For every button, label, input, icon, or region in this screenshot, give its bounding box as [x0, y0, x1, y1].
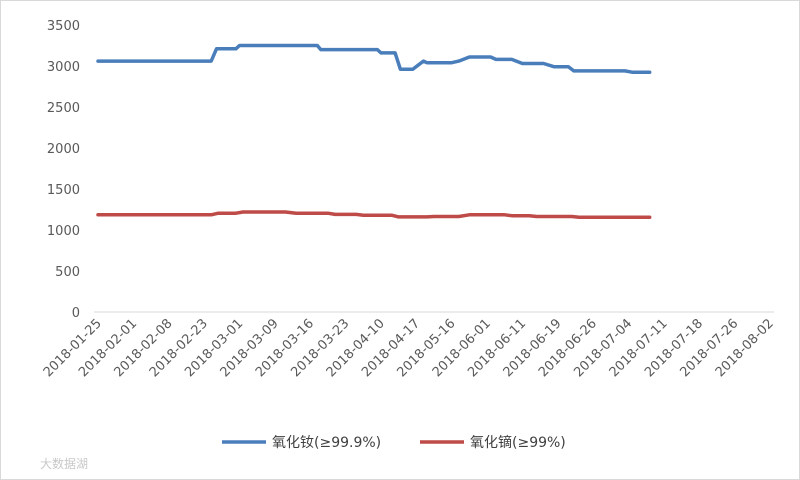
series-lines: [96, 43, 652, 220]
series-line-2: [96, 210, 652, 220]
y-tick-label: 500: [55, 265, 80, 280]
y-axis-tick-labels: 0 500 1000 1500 2000 2500 3000 3500: [47, 19, 80, 321]
legend: 氧化钕(≥99.9%) 氧化镝(≥99%): [222, 434, 566, 451]
watermark-logo-text: 大数据湖: [40, 456, 88, 471]
y-tick-label: 3000: [47, 60, 80, 75]
y-tick-label: 1500: [47, 183, 80, 198]
y-tick-label: 3500: [47, 19, 80, 34]
legend-label-2: 氧化镝(≥99%): [470, 434, 566, 451]
y-tick-label: 2000: [47, 142, 80, 157]
y-tick-label: 0: [72, 306, 80, 321]
watermark: 大数据湖: [40, 456, 88, 471]
series-line-1: [96, 43, 652, 74]
y-tick-label: 2500: [47, 101, 80, 116]
legend-label-1: 氧化钕(≥99.9%): [272, 435, 381, 451]
y-tick-label: 1000: [47, 224, 80, 239]
